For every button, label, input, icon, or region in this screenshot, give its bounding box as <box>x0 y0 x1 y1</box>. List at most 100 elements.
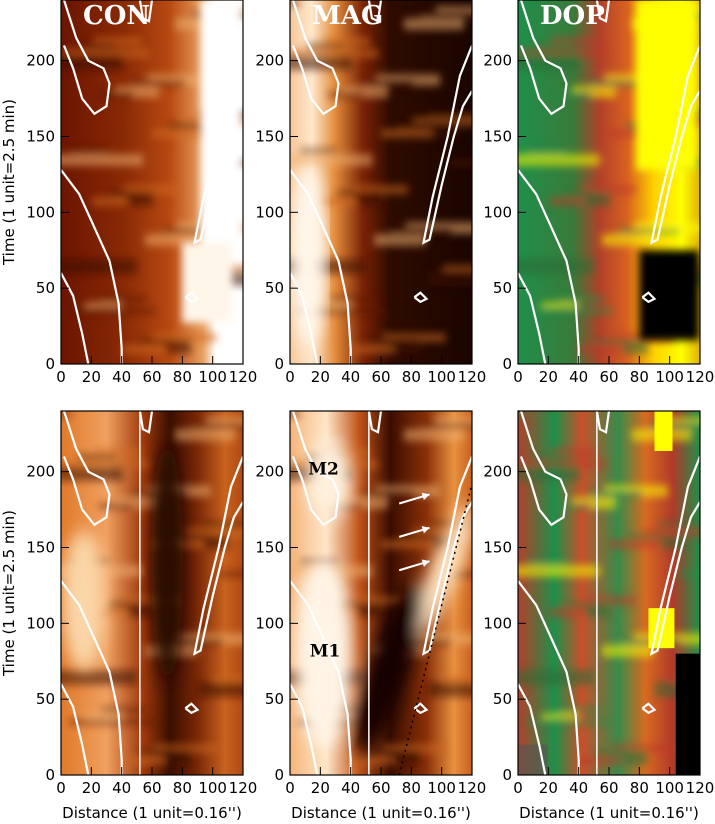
x-tick-label: 100 <box>655 368 684 386</box>
contour-line <box>138 0 154 23</box>
contour-line <box>290 580 352 775</box>
contour-line <box>518 272 547 364</box>
x-tick-label: 0 <box>56 779 66 797</box>
contour-line <box>184 291 200 304</box>
contour-line <box>595 411 611 434</box>
y-tick-label: 50 <box>493 690 512 708</box>
y-tick-label: 0 <box>502 355 512 373</box>
contour-line <box>61 272 90 364</box>
texture <box>290 0 472 354</box>
contour-line <box>519 411 568 527</box>
panel-dop-top <box>518 0 700 364</box>
doppler-patches <box>636 0 700 341</box>
contour-line <box>291 411 340 527</box>
arrow <box>398 559 430 572</box>
y-tick-label: 200 <box>483 52 512 70</box>
panel-title: CON <box>83 1 150 31</box>
x-tick-label: 60 <box>599 779 618 797</box>
contour-line <box>61 683 90 775</box>
x-tick-label: 120 <box>458 368 487 386</box>
panel-con-bottom <box>61 411 243 775</box>
panel-mag-top <box>290 0 472 364</box>
y-tick-label: 150 <box>483 539 512 557</box>
dotted-trend-line <box>398 483 473 776</box>
x-tick-label: 80 <box>173 368 192 386</box>
x-tick-label: 40 <box>112 368 131 386</box>
arrow <box>398 492 430 505</box>
x-tick-label: 0 <box>285 368 295 386</box>
x-tick-label: 60 <box>371 779 390 797</box>
contour-line <box>518 169 580 364</box>
y-tick-label: 100 <box>26 203 55 221</box>
panel-mag-bottom <box>290 411 472 775</box>
contour-line <box>192 456 243 656</box>
y-tick-label: 200 <box>255 463 284 481</box>
x-tick-label: 20 <box>311 368 330 386</box>
contour-line <box>641 702 657 715</box>
y-tick-label: 0 <box>274 355 284 373</box>
x-tick-label: 20 <box>82 368 101 386</box>
contour-line <box>290 169 352 364</box>
x-tick-label: 120 <box>458 779 487 797</box>
x-tick-label: 100 <box>198 368 227 386</box>
y-tick-label: 150 <box>26 128 55 146</box>
x-tick-label: 100 <box>427 368 456 386</box>
y-tick-label: 0 <box>274 766 284 784</box>
x-tick-label: 80 <box>402 368 421 386</box>
x-tick-label: 80 <box>630 779 649 797</box>
contour-line <box>184 702 200 715</box>
x-tick-label: 120 <box>686 779 715 797</box>
contour-line <box>421 45 472 245</box>
y-tick-label: 0 <box>502 766 512 784</box>
contours <box>290 0 472 364</box>
x-tick-label: 0 <box>56 368 66 386</box>
label-m1: M1 <box>310 642 341 662</box>
contours <box>518 0 700 364</box>
y-tick-label: 100 <box>26 614 55 632</box>
x-tick-label: 60 <box>142 779 161 797</box>
panel-title: DOP <box>540 1 605 31</box>
doppler-patches <box>518 411 700 775</box>
y-tick-label: 0 <box>45 766 55 784</box>
y-tick-label: 100 <box>483 614 512 632</box>
contour-line <box>649 456 700 656</box>
contour-line <box>290 272 319 364</box>
contour-line <box>518 683 547 775</box>
x-tick-label: 20 <box>539 368 558 386</box>
x-tick-label: 40 <box>569 779 588 797</box>
x-tick-label: 20 <box>82 779 101 797</box>
y-tick-label: 50 <box>36 279 55 297</box>
y-tick-label: 150 <box>255 128 284 146</box>
contour-line <box>61 580 123 775</box>
contours <box>61 411 243 775</box>
x-tick-label: 120 <box>229 368 258 386</box>
x-tick-label: 0 <box>513 779 523 797</box>
contour-line <box>138 411 154 434</box>
contours <box>61 0 243 364</box>
x-tick-label: 20 <box>539 779 558 797</box>
contour-line <box>413 291 429 304</box>
contour-line <box>413 702 429 715</box>
contours <box>518 411 700 775</box>
y-tick-label: 50 <box>265 279 284 297</box>
y-tick-label: 100 <box>255 203 284 221</box>
label-m2: M2 <box>308 460 339 480</box>
contour-line <box>519 0 568 116</box>
x-axis-label: Distance (1 unit=0.16'') <box>291 804 471 822</box>
panel-title: MAG <box>312 1 383 31</box>
y-tick-label: 50 <box>36 690 55 708</box>
bright-lobes <box>61 442 184 683</box>
y-tick-label: 200 <box>26 52 55 70</box>
y-tick-label: 50 <box>493 279 512 297</box>
y-axis-label: Time (1 unit=2.5 min) <box>0 510 18 677</box>
y-tick-label: 150 <box>255 539 284 557</box>
x-tick-label: 40 <box>112 779 131 797</box>
x-tick-label: 60 <box>371 368 390 386</box>
y-tick-label: 150 <box>26 539 55 557</box>
contour-line <box>518 580 580 775</box>
contour-line <box>62 0 111 116</box>
y-tick-label: 0 <box>45 355 55 373</box>
contour-line <box>649 45 700 245</box>
x-tick-label: 100 <box>427 779 456 797</box>
x-tick-label: 20 <box>311 779 330 797</box>
